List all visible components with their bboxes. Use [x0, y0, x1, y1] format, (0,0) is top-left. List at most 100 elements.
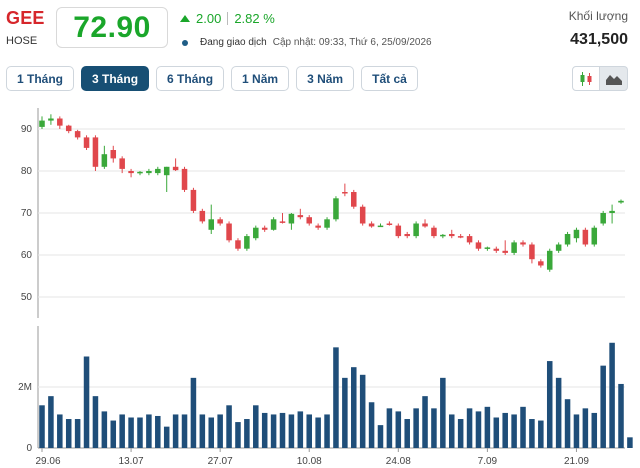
candle-body — [163, 166, 170, 176]
candle-body — [48, 118, 54, 121]
candle-body — [137, 171, 143, 174]
date-tick-label: 21.09 — [564, 456, 589, 467]
candle-body — [413, 223, 419, 237]
volume-bar — [315, 417, 321, 448]
volume-bar — [475, 411, 482, 448]
candle-body — [92, 137, 99, 167]
candle-body — [333, 198, 339, 220]
status-text: Đang giao dịch — [200, 37, 267, 48]
volume-bar — [306, 414, 312, 448]
volume-bar — [351, 367, 357, 448]
volume-bar — [226, 405, 232, 448]
candle-body — [573, 229, 580, 239]
candle-body — [155, 168, 161, 174]
candle-body — [190, 189, 197, 211]
candle-body — [484, 247, 491, 249]
candle-body — [493, 248, 500, 251]
volume-bar — [199, 414, 206, 448]
candle-body — [448, 234, 455, 237]
candle-body — [431, 227, 437, 237]
volume-bar — [137, 417, 143, 448]
volume-bar — [484, 406, 491, 448]
volume-axis-labels: 0 2M — [18, 382, 32, 454]
date-tick-label: 7.09 — [478, 456, 498, 467]
candle-body — [110, 150, 117, 159]
tab-1-year[interactable]: 1 Năm — [231, 66, 290, 91]
volume-bar — [172, 414, 179, 448]
volume-bar — [57, 414, 63, 448]
candle-body — [65, 125, 72, 132]
price-tick-label: 80 — [21, 166, 33, 177]
volume-bar — [163, 426, 170, 448]
volume-bar — [600, 365, 606, 448]
candle-body — [253, 227, 259, 239]
volume-bar — [74, 419, 81, 448]
volume-tick-label: 2M — [18, 382, 32, 393]
volume-bar — [564, 399, 571, 448]
change-percent: 2.82 % — [234, 11, 275, 26]
volume-series — [39, 342, 633, 448]
candle-body — [101, 154, 108, 167]
tab-6-months[interactable]: 6 Tháng — [156, 66, 225, 91]
candle-body — [288, 213, 295, 224]
volume-bar — [529, 419, 535, 448]
price-box: 72.90 — [56, 7, 168, 48]
volume-bar — [65, 419, 72, 448]
candle-body — [57, 118, 63, 126]
volume-bar — [466, 408, 473, 448]
candle-body — [119, 158, 125, 169]
volume-bar — [618, 383, 624, 448]
volume-bar — [253, 405, 259, 448]
candle-body — [324, 219, 330, 228]
date-tick-label: 13.07 — [119, 456, 144, 467]
volume-bar — [83, 356, 90, 448]
volume-bar — [208, 417, 215, 448]
tab-all[interactable]: Tất cả — [361, 66, 418, 91]
candle-body — [83, 137, 90, 148]
volume-bar — [217, 414, 223, 448]
candle-body — [235, 240, 241, 249]
candle-body — [422, 223, 428, 227]
volume-bar — [377, 425, 384, 448]
volume-bar — [609, 342, 615, 448]
candlestick-button[interactable] — [572, 66, 600, 91]
volume-bar — [288, 414, 295, 448]
chart-grid — [37, 108, 625, 452]
price-axis-labels: 50 60 70 80 90 — [21, 124, 33, 303]
candle-body — [261, 227, 268, 230]
price-tick-label: 70 — [21, 208, 33, 219]
volume-bar — [181, 414, 188, 448]
candle-body — [226, 223, 232, 241]
volume-bar — [279, 412, 286, 448]
candle-body — [377, 225, 384, 228]
area-chart-button[interactable] — [600, 66, 628, 91]
candle-body — [520, 242, 526, 245]
candle-body — [74, 131, 81, 138]
candle-body — [172, 166, 179, 171]
change-divider — [227, 12, 229, 25]
candle-body — [386, 223, 393, 225]
period-tabs: 1 Tháng 3 Tháng 6 Tháng 1 Năm 3 Năm Tất … — [6, 66, 418, 91]
volume-bar — [546, 361, 553, 448]
volume-label: Khối lượng — [568, 9, 628, 23]
volume-bar — [190, 377, 197, 448]
volume-bar — [627, 437, 633, 448]
tab-3-years[interactable]: 3 Năm — [296, 66, 355, 91]
volume-bar — [324, 414, 330, 448]
candlestick-icon — [580, 71, 592, 86]
tab-1-month[interactable]: 1 Tháng — [6, 66, 75, 91]
candle-body — [181, 168, 188, 190]
tab-3-months[interactable]: 3 Tháng — [81, 66, 150, 91]
status-dot-icon — [182, 39, 188, 46]
candle-body — [359, 206, 366, 224]
candle-body — [368, 223, 375, 227]
candle-body — [395, 225, 402, 237]
date-tick-label: 24.08 — [386, 456, 411, 467]
candle-body — [208, 219, 215, 230]
volume-bar — [92, 396, 99, 448]
price-tick-label: 90 — [21, 124, 33, 135]
volume-bar — [261, 412, 268, 448]
volume-bar — [39, 405, 45, 448]
volume-bar — [48, 396, 54, 448]
volume-bar — [422, 396, 428, 448]
